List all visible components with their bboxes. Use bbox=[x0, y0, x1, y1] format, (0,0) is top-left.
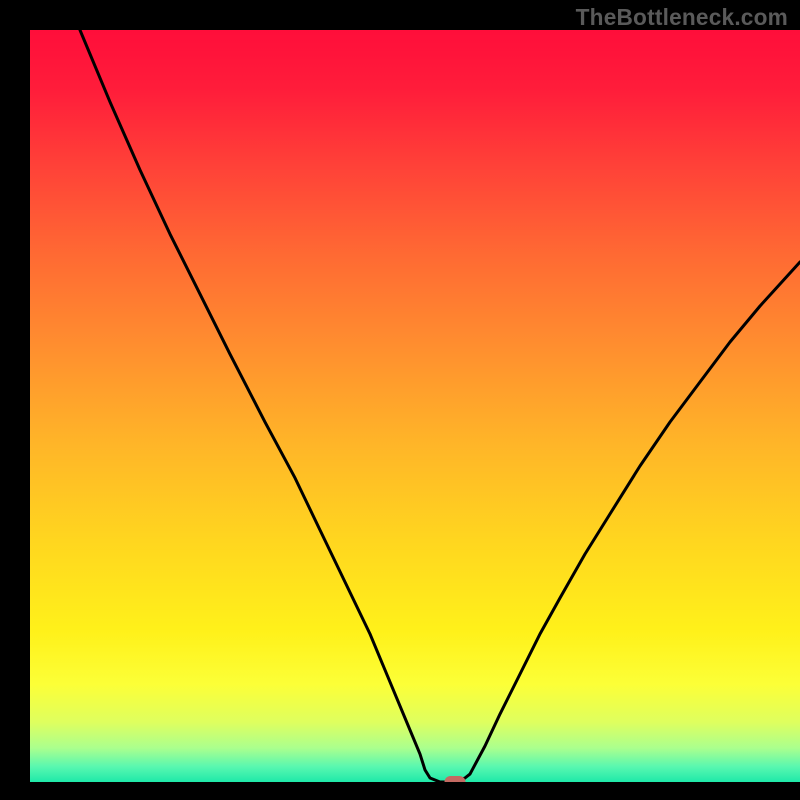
plot-area bbox=[30, 30, 800, 782]
bottleneck-curve bbox=[30, 30, 800, 782]
watermark-text: TheBottleneck.com bbox=[576, 4, 788, 31]
optimum-marker bbox=[444, 776, 465, 782]
chart-frame: TheBottleneck.com bbox=[0, 0, 800, 800]
